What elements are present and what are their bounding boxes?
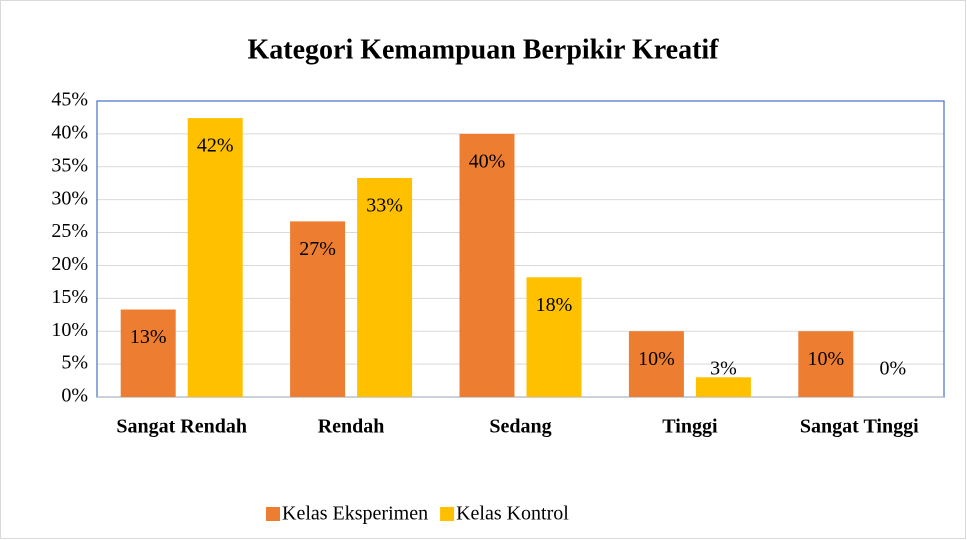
x-tick-label: Sangat Rendah [116, 416, 247, 438]
data-label: 0% [879, 358, 906, 380]
bar [798, 331, 854, 397]
bar [526, 277, 582, 397]
legend-label: Kelas Eksperimen [282, 503, 428, 525]
data-label: 10% [807, 348, 844, 370]
bar [459, 133, 515, 397]
x-tick-label: Sedang [489, 416, 551, 438]
bar [187, 118, 243, 397]
bar [628, 331, 684, 397]
y-tick-label: 5% [61, 352, 88, 374]
bar [695, 377, 751, 397]
bar [120, 309, 176, 397]
bar [290, 221, 346, 397]
data-label: 42% [197, 135, 234, 157]
y-tick-label: 30% [51, 187, 88, 209]
x-tick-label: Sangat Tinggi [800, 416, 919, 438]
data-label: 10% [638, 348, 675, 370]
y-tick-label: 20% [51, 253, 88, 275]
y-tick-label: 45% [51, 89, 88, 111]
y-tick-label: 15% [51, 286, 88, 308]
data-label: 33% [366, 195, 403, 217]
data-label: 27% [299, 238, 336, 260]
legend-label: Kelas Kontrol [456, 503, 569, 525]
x-tick-label: Tinggi [662, 416, 718, 438]
y-tick-label: 35% [51, 154, 88, 176]
y-tick-label: 40% [51, 121, 88, 143]
y-tick-label: 25% [51, 220, 88, 242]
data-label: 3% [710, 358, 737, 380]
data-label: 40% [469, 150, 506, 172]
legend-swatch [440, 507, 455, 521]
x-tick-label: Rendah [318, 416, 385, 438]
chart-title: Kategori Kemampuan Berpikir Kreatif [247, 34, 719, 65]
data-label: 18% [536, 294, 573, 316]
y-tick-label: 10% [51, 319, 88, 341]
data-label: 13% [130, 326, 167, 348]
y-tick-label: 0% [61, 385, 88, 407]
bar [357, 177, 413, 397]
legend-swatch [266, 507, 280, 521]
